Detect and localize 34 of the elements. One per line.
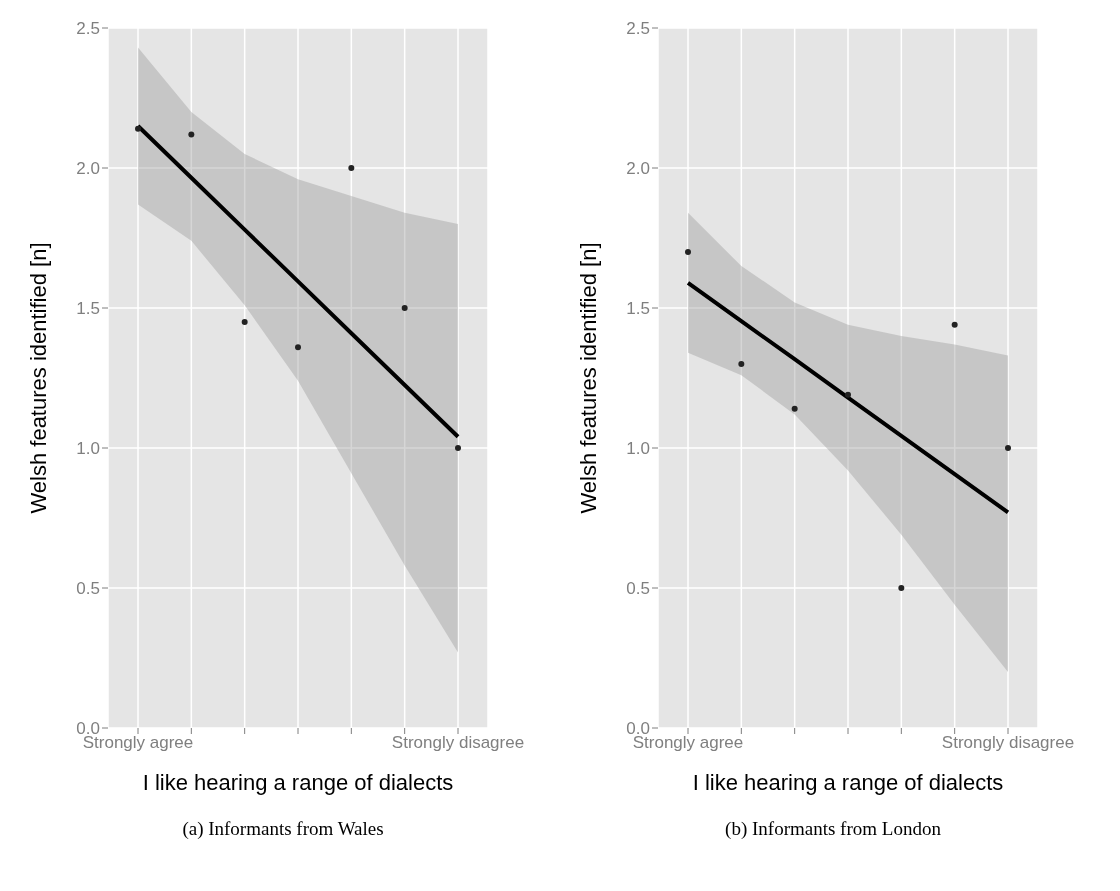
y-tick-label: 1.0 bbox=[626, 439, 650, 459]
point bbox=[685, 249, 691, 255]
text: (b) Informants from London bbox=[725, 818, 941, 840]
point bbox=[295, 344, 301, 351]
line-series bbox=[686, 280, 1010, 515]
text: (a) Informants from Wales bbox=[182, 818, 384, 840]
y-tick-label: 2.5 bbox=[626, 19, 650, 39]
point bbox=[951, 321, 958, 328]
line-series bbox=[136, 124, 460, 439]
point bbox=[241, 319, 248, 325]
x-tick-label: Strongly disagree bbox=[941, 733, 1075, 753]
x-tick-label: Strongly disagree bbox=[391, 733, 525, 753]
point bbox=[348, 165, 355, 171]
point bbox=[401, 305, 408, 311]
y-tick-label: 1.0 bbox=[76, 439, 100, 459]
x-axis-title: I like hearing a range of dialects bbox=[142, 770, 454, 795]
y-axis-title: Welsh features identified [n] bbox=[25, 242, 51, 514]
x-axis-title: I like hearing a range of dialects bbox=[692, 770, 1004, 795]
point bbox=[738, 361, 745, 367]
y-tick-label: 0.5 bbox=[76, 579, 100, 599]
point bbox=[188, 131, 195, 138]
point bbox=[898, 585, 905, 591]
point bbox=[455, 445, 461, 451]
y-tick-label: 2.0 bbox=[76, 159, 100, 179]
point bbox=[135, 125, 141, 132]
y-tick-label: 1.5 bbox=[76, 299, 100, 319]
point bbox=[845, 391, 851, 398]
y-tick-label: 0.5 bbox=[626, 579, 650, 599]
y-tick-label: 2.5 bbox=[76, 19, 100, 39]
y-tick-label: 2.0 bbox=[626, 159, 650, 179]
point bbox=[1005, 445, 1011, 451]
y-tick-label: 1.5 bbox=[626, 299, 650, 319]
y-axis-title: Welsh features identified [n] bbox=[575, 242, 601, 514]
point bbox=[791, 405, 798, 412]
